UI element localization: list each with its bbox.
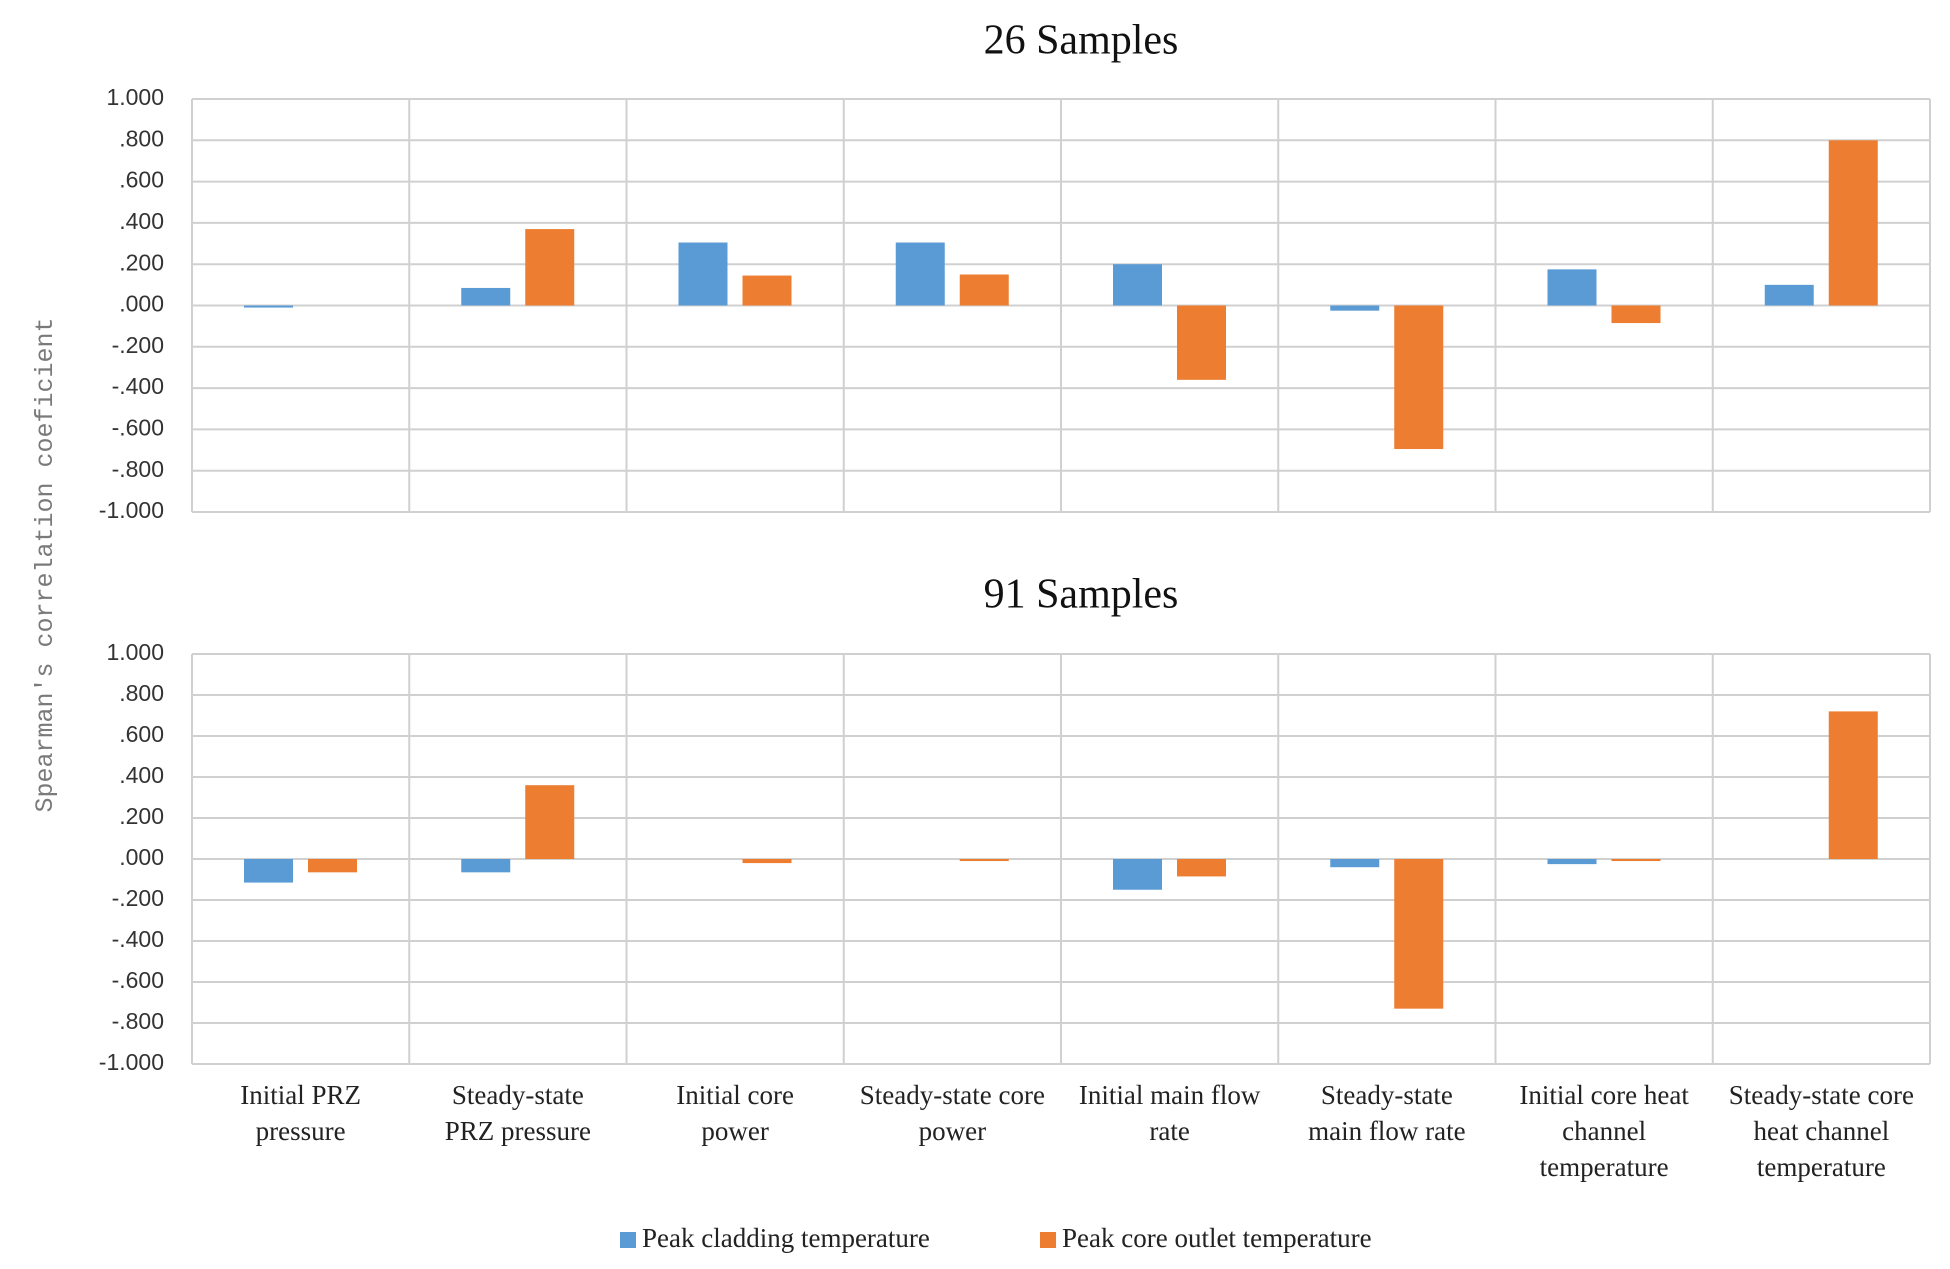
x-tick-label-line: temperature xyxy=(1540,1152,1669,1182)
legend-swatch xyxy=(620,1232,636,1248)
bar-peak-cladding xyxy=(461,287,511,306)
x-tick-label-line: Steady-state xyxy=(452,1080,584,1110)
x-tick-label-line: Steady-state core xyxy=(860,1080,1045,1110)
y-tick-label: 1.000 xyxy=(106,84,164,110)
y-tick-label: -.200 xyxy=(112,332,164,358)
y-tick-label: .800 xyxy=(119,125,164,151)
x-tick-label: Steady-state PRZ pressure xyxy=(445,1080,591,1146)
bar-peak-core-outlet xyxy=(1828,711,1878,859)
y-tick-label: -.400 xyxy=(112,926,164,952)
y-tick-label: .000 xyxy=(119,844,164,870)
x-tick-label-line: channel xyxy=(1562,1116,1646,1146)
bar-peak-core-outlet xyxy=(959,859,1009,862)
y-tick-label: .600 xyxy=(119,721,164,747)
x-tick-label-line: Initial core heat xyxy=(1519,1080,1689,1110)
bar-peak-cladding xyxy=(461,859,511,873)
bar-peak-core-outlet xyxy=(959,274,1009,306)
y-tick-label: .800 xyxy=(119,680,164,706)
legend-swatch xyxy=(1040,1232,1056,1248)
x-tick-label-line: pressure xyxy=(256,1116,346,1146)
x-tick-label-line: temperature xyxy=(1757,1152,1886,1182)
y-tick-label: -.600 xyxy=(112,414,164,440)
bar-peak-core-outlet xyxy=(1177,859,1226,877)
x-tick-label-line: heat channel xyxy=(1754,1116,1890,1146)
x-tick-label: Steady-state core power xyxy=(860,1080,1045,1146)
bar-peak-cladding xyxy=(1764,284,1814,306)
bar-peak-cladding xyxy=(244,859,293,883)
y-tick-label: -.200 xyxy=(112,885,164,911)
bar-peak-core-outlet xyxy=(1394,305,1444,450)
bar-peak-core-outlet xyxy=(742,859,792,864)
x-tick-label: Initial core heat channel temperature xyxy=(1519,1080,1689,1182)
y-tick-label: .200 xyxy=(119,249,164,275)
x-tick-label-line: Steady-state xyxy=(1321,1080,1453,1110)
bar-peak-cladding xyxy=(1113,264,1162,306)
x-tick-label-line: Initial core xyxy=(676,1080,794,1110)
bar-peak-cladding xyxy=(1330,859,1380,868)
bar-peak-core-outlet xyxy=(1611,305,1661,324)
y-tick-label: -.800 xyxy=(112,1008,164,1034)
bar-peak-cladding xyxy=(895,242,945,306)
bar-peak-core-outlet xyxy=(1394,859,1444,1009)
x-tick-label: Initial PRZ pressure xyxy=(240,1080,361,1146)
x-tick-label-line: main flow rate xyxy=(1308,1116,1465,1146)
bar-peak-cladding xyxy=(678,242,728,306)
y-tick-label: -1.000 xyxy=(99,1049,164,1075)
y-tick-label: .600 xyxy=(119,167,164,193)
y-tick-label: 1.000 xyxy=(106,639,164,665)
y-tick-label: -.400 xyxy=(112,373,164,399)
bar-peak-cladding xyxy=(1330,305,1380,311)
panel-title: 91 Samples xyxy=(984,572,1179,618)
y-tick-label: -.800 xyxy=(112,456,164,482)
x-tick-label-line: PRZ pressure xyxy=(445,1116,591,1146)
panel-title: 26 Samples xyxy=(984,18,1179,64)
x-tick-label-line: Initial main flow xyxy=(1079,1080,1261,1110)
legend-label: Peak cladding temperature xyxy=(642,1223,930,1253)
bar-peak-core-outlet xyxy=(1177,305,1226,380)
y-tick-label: .000 xyxy=(119,291,164,317)
y-tick-label: .200 xyxy=(119,803,164,829)
y-tick-label: .400 xyxy=(119,762,164,788)
bar-peak-cladding xyxy=(1547,269,1597,306)
x-tick-label: Initial main flow rate xyxy=(1079,1080,1261,1146)
x-tick-label: Steady-state core heat channel temperature xyxy=(1729,1080,1914,1182)
bar-peak-core-outlet xyxy=(742,275,792,306)
bar-peak-core-outlet xyxy=(525,785,575,859)
bar-peak-core-outlet xyxy=(1828,140,1878,306)
bar-peak-core-outlet xyxy=(1611,859,1661,862)
x-tick-label: Steady-state main flow rate xyxy=(1308,1080,1465,1146)
x-tick-label-line: power xyxy=(701,1116,768,1146)
x-tick-label-line: rate xyxy=(1149,1116,1189,1146)
bar-peak-cladding xyxy=(244,305,293,308)
bar-peak-core-outlet xyxy=(308,859,357,873)
y-tick-label: -.600 xyxy=(112,967,164,993)
y-tick-label: -1.000 xyxy=(99,497,164,523)
y-tick-label: .400 xyxy=(119,208,164,234)
bar-peak-core-outlet xyxy=(525,229,575,306)
bar-peak-cladding xyxy=(1113,859,1162,890)
x-tick-label: Initial core power xyxy=(676,1080,794,1146)
x-tick-label-line: Steady-state core xyxy=(1729,1080,1914,1110)
bar-peak-cladding xyxy=(1547,859,1597,865)
x-tick-label-line: power xyxy=(919,1116,986,1146)
legend-label: Peak core outlet temperature xyxy=(1062,1223,1372,1253)
y-axis-label: Spearman's correlation coeficient xyxy=(31,317,60,812)
x-tick-label-line: Initial PRZ xyxy=(240,1080,361,1110)
